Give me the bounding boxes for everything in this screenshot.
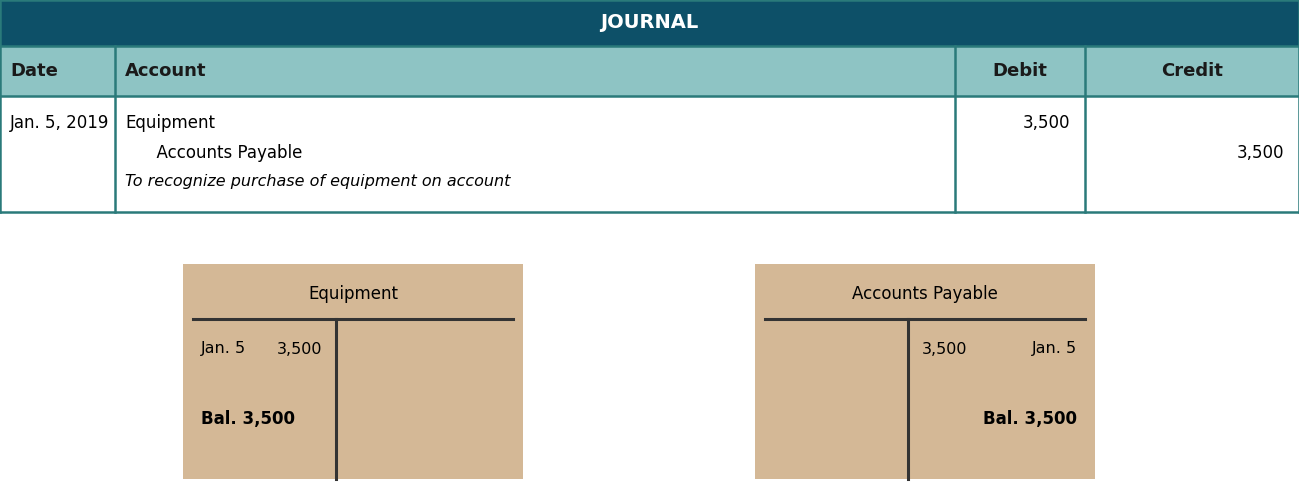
Text: 3,500: 3,500 — [1022, 114, 1070, 132]
Text: Account: Account — [125, 62, 207, 80]
Text: Jan. 5, 2019: Jan. 5, 2019 — [10, 114, 109, 132]
Text: Date: Date — [10, 62, 58, 80]
Bar — [0, 96, 1299, 212]
Text: Bal. 3,500: Bal. 3,500 — [201, 410, 295, 428]
Bar — [0, 46, 1299, 96]
Bar — [755, 264, 1095, 479]
Text: Bal. 3,500: Bal. 3,500 — [983, 410, 1077, 428]
Text: Accounts Payable: Accounts Payable — [125, 144, 303, 162]
Text: Jan. 5: Jan. 5 — [201, 341, 246, 356]
Bar — [183, 264, 523, 479]
Text: Accounts Payable: Accounts Payable — [852, 285, 998, 303]
Text: To recognize purchase of equipment on account: To recognize purchase of equipment on ac… — [125, 174, 511, 189]
Text: Jan. 5: Jan. 5 — [1031, 341, 1077, 356]
Text: 3,500: 3,500 — [277, 341, 322, 356]
Text: Equipment: Equipment — [125, 114, 216, 132]
Text: Credit: Credit — [1161, 62, 1222, 80]
Text: Equipment: Equipment — [308, 285, 397, 303]
Text: 3,500: 3,500 — [922, 341, 968, 356]
Bar — [0, 0, 1299, 46]
Text: Debit: Debit — [992, 62, 1047, 80]
Text: 3,500: 3,500 — [1237, 144, 1283, 162]
Text: JOURNAL: JOURNAL — [600, 14, 699, 33]
